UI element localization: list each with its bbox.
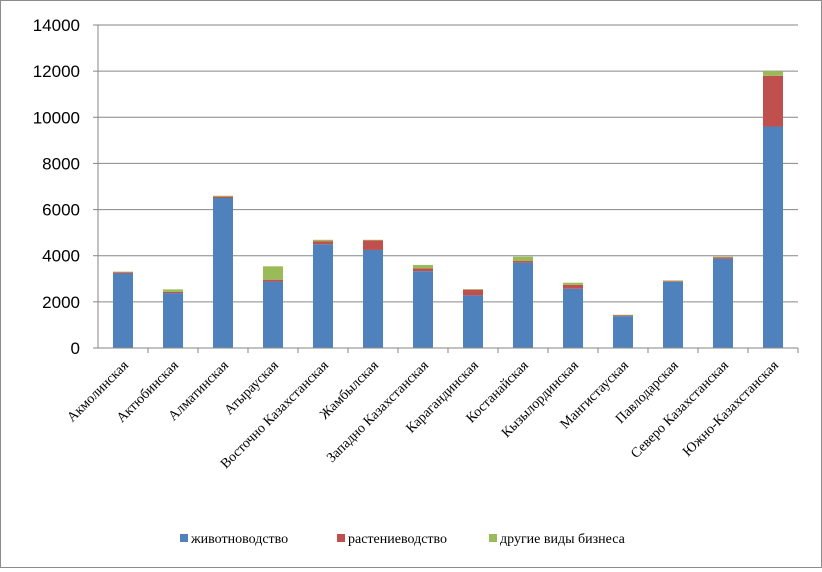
bar-segment-crop — [713, 257, 733, 258]
bar-segment-livestock — [463, 295, 483, 348]
bar-segment-crop — [563, 285, 583, 289]
bar-segment-crop — [213, 197, 233, 198]
bar-segment-other — [213, 196, 233, 197]
bar-segment-livestock — [263, 282, 283, 348]
bar-segment-other — [263, 266, 283, 279]
y-axis: 0 2000 4000 6000 8000 10000 12000 14000 — [33, 16, 98, 358]
y-tick-label: 14000 — [33, 16, 80, 35]
bar-segment-livestock — [363, 250, 383, 348]
bar-segment-crop — [113, 272, 133, 273]
bar-segment-crop — [613, 315, 633, 316]
x-tick-label: Южно-Казахстанская — [680, 358, 782, 460]
bar-segment-livestock — [563, 289, 583, 348]
bar-segment-other — [663, 280, 683, 281]
legend-swatch — [337, 534, 345, 542]
y-tick-label: 6000 — [42, 201, 80, 220]
bar-segment-other — [313, 240, 333, 241]
x-tick-label: Западно Казахстанская — [324, 358, 432, 466]
y-tick-label: 12000 — [33, 62, 80, 81]
bar-segment-livestock — [163, 293, 183, 348]
bar-segment-livestock — [213, 198, 233, 348]
y-tick-label: 10000 — [33, 108, 80, 127]
x-axis: АкмолинскаяАктюбинскаяАлматинскаяАтыраус… — [65, 348, 798, 472]
bar-segment-other — [513, 257, 533, 261]
bar-segment-crop — [763, 76, 783, 127]
bar-segment-livestock — [613, 316, 633, 348]
bar-segment-livestock — [663, 282, 683, 348]
bar-segment-crop — [413, 268, 433, 271]
bar-segment-crop — [263, 280, 283, 282]
bar-segment-crop — [363, 240, 383, 250]
bar-segment-livestock — [713, 259, 733, 348]
bar-segment-livestock — [113, 273, 133, 348]
bar-segment-crop — [663, 281, 683, 282]
bar-segment-livestock — [413, 271, 433, 348]
gridlines — [98, 25, 798, 302]
legend-label: животноводство — [190, 532, 288, 547]
bar-segment-other — [713, 257, 733, 258]
bar-segment-livestock — [513, 263, 533, 348]
legend: животноводство растениеводство другие виды… — [180, 532, 626, 547]
bar-segment-other — [413, 265, 433, 268]
bar-segment-crop — [313, 241, 333, 244]
bar-segment-other — [163, 289, 183, 292]
y-tick-label: 8000 — [42, 154, 80, 173]
bar-segment-crop — [513, 261, 533, 263]
bar-segment-other — [613, 315, 633, 316]
bar-segment-other — [113, 272, 133, 273]
bar-segment-crop — [163, 292, 183, 293]
y-tick-label: 0 — [71, 339, 80, 358]
legend-swatch — [489, 534, 497, 542]
x-tick-label: Северо Казахстанская — [628, 358, 732, 462]
bar-segment-crop — [463, 290, 483, 296]
legend-swatch — [180, 534, 188, 542]
y-tick-label: 4000 — [42, 247, 80, 266]
y-tick-label: 2000 — [42, 293, 80, 312]
bar-segment-livestock — [313, 244, 333, 348]
bar-segment-other — [563, 283, 583, 285]
bar-segment-livestock — [763, 127, 783, 348]
bar-segment-other — [763, 71, 783, 76]
legend-label: другие виды бизнеса — [500, 532, 626, 547]
legend-label: растениеводство — [348, 532, 447, 547]
